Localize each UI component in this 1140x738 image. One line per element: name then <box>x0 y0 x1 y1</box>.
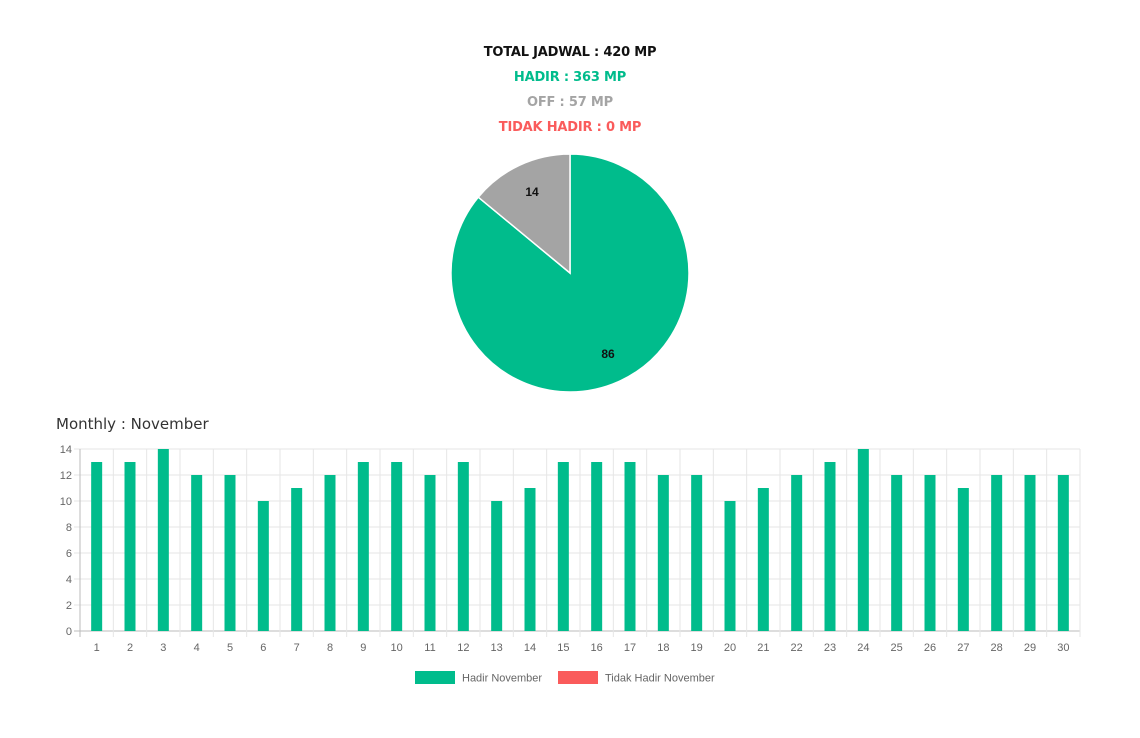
legend-label-hadir[interactable]: Hadir November <box>462 673 542 685</box>
x-tick-label: 5 <box>227 642 233 654</box>
x-tick-label: 25 <box>891 642 903 654</box>
bar-hadir-day-2[interactable] <box>124 462 136 631</box>
x-tick-label: 23 <box>824 642 836 654</box>
x-tick-label: 14 <box>524 642 536 654</box>
bar-hadir-day-17[interactable] <box>624 462 636 631</box>
x-tick-label: 16 <box>591 642 603 654</box>
x-tick-label: 11 <box>424 642 435 654</box>
x-tick-label: 13 <box>491 642 503 654</box>
y-tick-label: 14 <box>60 444 72 456</box>
bar-hadir-day-5[interactable] <box>224 475 236 631</box>
y-tick-label: 0 <box>66 626 72 638</box>
x-tick-label: 22 <box>791 642 803 654</box>
bar-hadir-day-3[interactable] <box>157 449 169 631</box>
legend-swatch-tidak-hadir[interactable] <box>558 671 598 684</box>
pie-slice-off[interactable] <box>477 153 571 275</box>
x-tick-label: 26 <box>924 642 936 654</box>
y-tick-label: 12 <box>60 470 72 482</box>
x-tick-label: 17 <box>624 642 636 654</box>
bar-hadir-day-30[interactable] <box>1057 475 1069 631</box>
bar-hadir-day-19[interactable] <box>691 475 703 631</box>
bar-hadir-day-7[interactable] <box>291 488 303 631</box>
attendance-summary: TOTAL JADWAL : 420 MP HADIR : 363 MP OFF… <box>0 40 1140 140</box>
bar-hadir-day-10[interactable] <box>391 462 403 631</box>
x-tick-label: 18 <box>657 642 669 654</box>
chart-legend: Hadir November Tidak Hadir November <box>415 671 715 685</box>
x-tick-label: 24 <box>857 642 869 654</box>
y-tick-label: 2 <box>66 600 72 612</box>
bar-hadir-day-1[interactable] <box>91 462 103 631</box>
x-tick-label: 2 <box>127 642 133 654</box>
x-tick-label: 3 <box>160 642 166 654</box>
pie-data-label: 14 <box>525 185 539 199</box>
hadir-text: HADIR : 363 MP <box>513 70 627 85</box>
bar-hadir-day-20[interactable] <box>724 501 736 631</box>
y-tick-label: 6 <box>66 548 72 560</box>
x-tick-label: 9 <box>360 642 366 654</box>
x-tick-label: 12 <box>457 642 469 654</box>
attendance-pie-chart: 86 14 <box>450 153 690 393</box>
pie-data-label: 86 <box>601 347 615 361</box>
x-tick-label: 8 <box>327 642 333 654</box>
bar-hadir-day-9[interactable] <box>357 462 369 631</box>
tidak-hadir-text: TIDAK HADIR : 0 MP <box>498 120 642 135</box>
monthly-chart-title: Monthly : November <box>56 415 209 433</box>
x-tick-label: 6 <box>260 642 266 654</box>
y-tick-label: 10 <box>60 496 72 508</box>
bar-hadir-day-21[interactable] <box>757 488 769 631</box>
bar-hadir-day-22[interactable] <box>791 475 803 631</box>
x-tick-label: 27 <box>957 642 969 654</box>
x-tick-label: 7 <box>294 642 300 654</box>
bar-hadir-day-18[interactable] <box>657 475 669 631</box>
bar-hadir-day-12[interactable] <box>457 462 469 631</box>
bar-hadir-day-15[interactable] <box>557 462 569 631</box>
bar-hadir-day-8[interactable] <box>324 475 336 631</box>
y-tick-label: 4 <box>66 574 72 586</box>
y-tick-label: 8 <box>66 522 72 534</box>
bar-hadir-day-25[interactable] <box>891 475 903 631</box>
legend-label-tidak-hadir[interactable]: Tidak Hadir November <box>605 673 715 685</box>
bar-hadir-day-23[interactable] <box>824 462 836 631</box>
bar-hadir-day-4[interactable] <box>191 475 203 631</box>
x-tick-label: 29 <box>1024 642 1036 654</box>
x-tick-label: 20 <box>724 642 736 654</box>
x-tick-label: 21 <box>757 642 769 654</box>
x-tick-label: 1 <box>94 642 100 654</box>
x-tick-label: 28 <box>991 642 1003 654</box>
bar-hadir-day-11[interactable] <box>424 475 436 631</box>
bar-hadir-day-6[interactable] <box>257 501 269 631</box>
bar-hadir-day-26[interactable] <box>924 475 936 631</box>
x-tick-label: 30 <box>1057 642 1069 654</box>
bar-hadir-day-28[interactable] <box>991 475 1003 631</box>
bar-hadir-day-24[interactable] <box>857 449 869 631</box>
bar-hadir-day-27[interactable] <box>957 488 969 631</box>
bar-hadir-day-16[interactable] <box>591 462 603 631</box>
legend-swatch-hadir[interactable] <box>415 671 455 684</box>
x-tick-label: 10 <box>391 642 403 654</box>
bar-hadir-day-29[interactable] <box>1024 475 1036 631</box>
total-jadwal-text: TOTAL JADWAL : 420 MP <box>483 45 657 60</box>
x-tick-label: 15 <box>557 642 569 654</box>
x-tick-label: 19 <box>691 642 703 654</box>
bar-hadir-day-14[interactable] <box>524 488 536 631</box>
bar-hadir-day-13[interactable] <box>491 501 503 631</box>
x-tick-label: 4 <box>194 642 200 654</box>
off-text: OFF : 57 MP <box>527 95 613 110</box>
